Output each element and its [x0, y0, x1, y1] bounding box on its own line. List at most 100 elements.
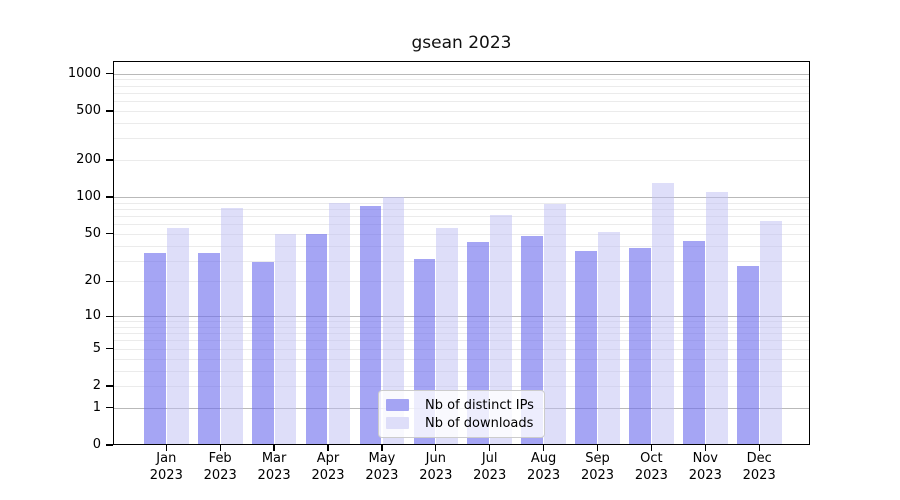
gridline-minor-y-800: [113, 85, 810, 87]
legend-label-distinct-ips: Nb of distinct IPs: [425, 397, 534, 413]
bar-downloads-sep: [598, 231, 620, 445]
x-tick-mar: [273, 445, 275, 451]
y-tick-label-500: 500: [76, 103, 101, 118]
legend: Nb of distinct IPs Nb of downloads: [378, 390, 545, 438]
y-tick-label-1: 1: [92, 399, 101, 415]
gridline-minor-y-200: [113, 160, 810, 162]
x-tick-jan: [165, 445, 167, 451]
gridline-minor-y-7: [113, 333, 810, 335]
bar-downloads-mar: [274, 233, 297, 445]
gridline-minor-y-900: [113, 79, 810, 81]
gridline-major-y-100: [113, 197, 810, 198]
bar-downloads-jul: [490, 214, 513, 445]
gridline-minor-y-60: [113, 224, 810, 226]
gridline-minor-y-600: [113, 101, 810, 103]
x-tick-nov: [704, 445, 706, 451]
y-tick-10: [106, 315, 113, 317]
legend-label-downloads: Nb of downloads: [425, 415, 534, 431]
y-tick-label-1000: 1000: [67, 65, 101, 81]
x-tick-oct: [650, 445, 653, 451]
x-tick-sep: [596, 445, 599, 451]
axes-frame: [113, 61, 810, 445]
gridline-minor-y-90: [113, 202, 810, 204]
gridline-major-y-10: [113, 316, 810, 318]
y-tick-20: [106, 280, 113, 283]
gridline-major-y-1000: [113, 73, 810, 75]
bar-distinct-ips-feb: [197, 252, 220, 445]
bar-distinct-ips-sep: [575, 251, 597, 445]
x-tick-label-jan: Jan 2023: [149, 451, 183, 483]
gridline-minor-y-50: [113, 233, 810, 235]
gridline-minor-y-9: [113, 321, 810, 323]
gridline-minor-y-8: [113, 326, 810, 328]
bar-downloads-jan: [166, 227, 189, 445]
x-tick-label-feb: Feb 2023: [203, 451, 237, 483]
gridline-minor-y-4: [113, 358, 810, 360]
bar-distinct-ips-nov: [683, 240, 705, 445]
gridline-minor-y-2: [113, 386, 810, 387]
bar-distinct-ips-mar: [251, 262, 274, 445]
x-tick-label-oct: Oct 2023: [634, 451, 668, 483]
x-tick-label-dec: Dec 2023: [742, 451, 776, 483]
gridline-minor-y-700: [113, 92, 810, 94]
x-tick-label-jun: Jun 2023: [419, 451, 453, 483]
gridline-minor-y-80: [113, 208, 810, 210]
x-tick-label-apr: Apr 2023: [311, 451, 345, 483]
gridline-minor-y-500: [113, 111, 810, 112]
y-tick-label-50: 50: [84, 225, 101, 241]
y-tick-2: [106, 385, 113, 387]
x-tick-label-sep: Sep 2023: [580, 451, 615, 483]
y-tick-label-5: 5: [92, 340, 101, 356]
legend-item-downloads: Nb of downloads: [386, 415, 536, 431]
y-tick-5: [106, 348, 113, 350]
bar-downloads-oct: [652, 183, 674, 445]
plot-area: 0 1 2 5 10 20 50 100 200 500 1000 Jan 2023 Feb 2023 M…: [68, 61, 810, 483]
y-tick-1: [106, 407, 113, 409]
bar-downloads-dec: [759, 220, 782, 445]
bar-downloads-aug: [544, 203, 566, 445]
y-tick-1000: [106, 73, 113, 75]
x-tick-label-may: May 2023: [365, 451, 399, 483]
gridline-minor-y-40: [113, 245, 810, 247]
gridline-minor-y-3: [113, 370, 810, 372]
x-tick-jun: [435, 445, 437, 451]
gridline-minor-y-400: [113, 122, 810, 124]
y-tick-label-200: 200: [76, 152, 101, 168]
y-tick-label-20: 20: [84, 273, 101, 289]
x-tick-may: [381, 445, 383, 451]
x-tick-label-jul: Jul 2023: [473, 451, 507, 483]
legend-swatch-downloads: [386, 417, 409, 429]
y-tick-50: [106, 233, 113, 235]
y-tick-label-0: 0: [92, 437, 101, 452]
y-tick-200: [106, 159, 113, 161]
x-tick-dec: [758, 445, 760, 451]
bar-distinct-ips-may: [359, 206, 382, 445]
legend-item-distinct-ips: Nb of distinct IPs: [386, 397, 536, 413]
x-tick-feb: [219, 445, 221, 451]
bar-distinct-ips-dec: [736, 266, 759, 445]
x-tick-label-nov: Nov 2023: [688, 451, 722, 483]
gridline-minor-y-300: [113, 138, 810, 140]
x-tick-aug: [542, 445, 545, 451]
y-tick-label-10: 10: [84, 308, 101, 324]
bar-distinct-ips-oct: [629, 248, 651, 445]
legend-swatch-distinct-ips: [386, 399, 409, 411]
y-tick-0: [106, 444, 113, 446]
y-tick-500: [106, 110, 113, 112]
bar-downloads-may: [382, 197, 405, 445]
x-tick-label-aug: Aug 2023: [527, 451, 561, 483]
gridline-minor-y-30: [113, 260, 810, 262]
bar-distinct-ips-apr: [305, 233, 328, 445]
bar-distinct-ips-jan: [144, 252, 166, 445]
chart-title: gsean 2023: [411, 33, 512, 53]
x-tick-jul: [489, 445, 491, 451]
gridline-minor-y-6: [113, 340, 810, 342]
y-tick-100: [106, 196, 113, 198]
gridline-minor-y-70: [113, 216, 810, 217]
gridline-minor-y-5: [113, 348, 810, 350]
x-tick-label-mar: Mar 2023: [257, 451, 291, 483]
bar-downloads-apr: [328, 202, 351, 445]
y-tick-label-2: 2: [92, 378, 101, 393]
y-tick-label-100: 100: [76, 189, 101, 204]
